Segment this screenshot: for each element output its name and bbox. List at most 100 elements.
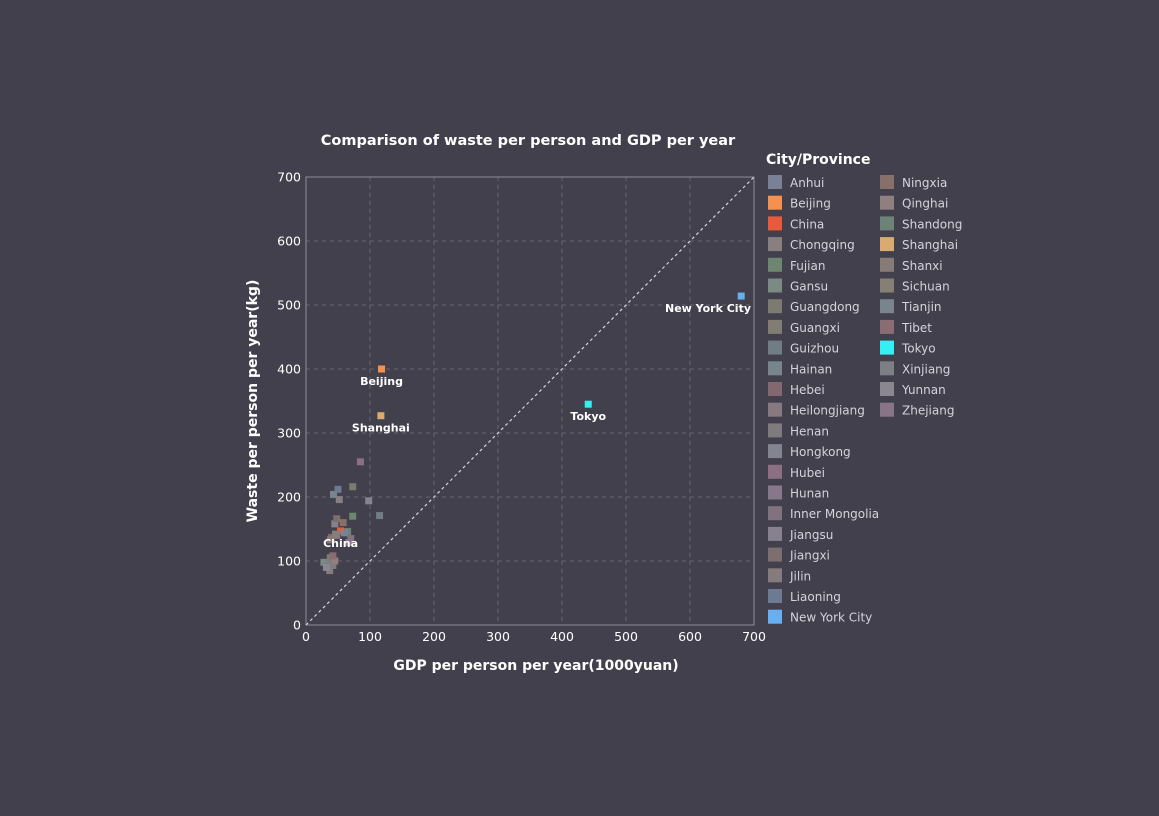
legend-item-hubei: Hubei <box>768 464 825 480</box>
data-point-henan <box>329 561 337 569</box>
data-point-tianjin <box>340 529 348 537</box>
y-tick-label: 100 <box>277 554 301 569</box>
data-point-tokyo <box>584 400 592 408</box>
data-point-new-york-city <box>737 292 745 300</box>
legend-item-hebei: Hebei <box>768 382 825 397</box>
legend-swatch <box>768 589 782 603</box>
legend-swatch <box>768 175 782 189</box>
legend-label: Gansu <box>790 280 828 294</box>
x-tick-label: 700 <box>742 629 766 644</box>
chart-title: Comparison of waste per person and GDP p… <box>321 133 736 149</box>
legend-label: Hubei <box>790 466 825 480</box>
legend-label: Shandong <box>902 217 962 231</box>
legend-label: Fujian <box>790 259 825 273</box>
data-point-ningxia <box>339 519 347 527</box>
legend-swatch <box>880 382 894 396</box>
x-tick-label: 300 <box>486 629 510 644</box>
legend-swatch <box>768 216 782 231</box>
legend-swatch <box>768 257 782 272</box>
legend-label: Hainan <box>790 362 832 376</box>
data-point-liaoning <box>334 485 342 493</box>
y-tick-label: 700 <box>277 170 301 185</box>
x-tick-label: 500 <box>614 629 638 644</box>
y-axis-ticks: 0 100 200 300 400 500 600 700 <box>277 170 301 633</box>
legend-label: New York City <box>790 611 872 625</box>
data-point-shanghai <box>377 412 385 420</box>
data-point-zhejiang <box>345 538 353 546</box>
data-point-hubei <box>356 458 364 466</box>
legend-label: Xinjiang <box>902 362 950 376</box>
legend-item-inner-mongolia: Inner Mongolia <box>768 506 879 521</box>
legend-item-zhejiang: Zhejiang <box>880 402 954 418</box>
point-label-tokyo: Tokyo <box>570 410 606 423</box>
legend-label: Hebei <box>790 383 825 397</box>
data-point-chongqing <box>335 496 343 504</box>
legend-item-xinjiang: Xinjiang <box>880 361 950 376</box>
legend-swatch <box>768 568 782 583</box>
legend-label: Chongqing <box>790 238 855 252</box>
y-tick-label: 400 <box>277 362 301 377</box>
plot-frame <box>305 176 755 626</box>
point-label-shanghai: Shanghai <box>352 422 410 435</box>
legend: Anhui Beijing China Chongqing Fujian Gansu Gua… <box>768 175 962 625</box>
legend-label: Ningxia <box>902 176 947 190</box>
x-tick-label: 0 <box>302 629 310 644</box>
legend-item-jiangsu: Jiangsu <box>768 526 833 542</box>
x-tick-label: 600 <box>678 629 702 644</box>
legend-label: Jiangsu <box>789 528 833 542</box>
legend-label: Shanghai <box>902 238 958 252</box>
legend-swatch <box>768 464 782 479</box>
legend-item-hongkong: Hongkong <box>768 444 851 459</box>
legend-swatch <box>880 340 894 355</box>
point-labels: Beijing China New York City Shanghai Tokyo <box>323 302 751 550</box>
legend-label: Guizhou <box>790 342 839 356</box>
legend-item-new-york-city: New York City <box>768 609 872 625</box>
legend-label: China <box>790 217 824 231</box>
legend-swatch <box>880 175 894 189</box>
legend-label: Jilin <box>789 569 811 583</box>
legend-swatch <box>768 402 782 417</box>
legend-label: Anhui <box>790 176 824 190</box>
legend-swatch <box>768 444 782 459</box>
legend-item-jiangxi: Jiangxi <box>768 547 830 563</box>
x-axis-label: GDP per person per year(1000yuan) <box>393 658 678 674</box>
legend-label: Jiangxi <box>789 549 830 563</box>
legend-item-tokyo: Tokyo <box>880 340 936 356</box>
legend-label: Heilongjiang <box>790 404 865 418</box>
legend-item-fujian: Fujian <box>768 257 825 273</box>
data-point-yunnan <box>322 563 330 571</box>
legend-swatch <box>768 319 782 334</box>
legend-label: Beijing <box>790 197 831 211</box>
legend-swatch <box>768 340 782 355</box>
legend-swatch <box>768 237 782 252</box>
y-tick-label: 200 <box>277 490 301 505</box>
legend-item-heilongjiang: Heilongjiang <box>768 402 865 418</box>
legend-label: Zhejiang <box>902 404 954 418</box>
y-tick-label: 500 <box>277 298 301 313</box>
y-tick-label: 300 <box>277 426 301 441</box>
data-point-gansu <box>320 558 328 566</box>
legend-swatch <box>768 195 782 210</box>
legend-swatch <box>880 319 894 334</box>
data-point-guangdong <box>349 483 357 491</box>
legend-swatch <box>768 485 782 500</box>
legend-item-jilin: Jilin <box>768 568 811 583</box>
data-point-guizhou <box>376 512 384 520</box>
legend-label: Yunnan <box>901 383 946 397</box>
legend-item-liaoning: Liaoning <box>768 589 841 604</box>
reference-line-y-equals-x <box>305 176 755 626</box>
legend-item-henan: Henan <box>768 423 829 438</box>
data-point-fujian <box>349 512 357 520</box>
legend-label: Guangxi <box>790 321 840 335</box>
legend-swatch <box>880 278 894 293</box>
legend-swatch <box>768 278 782 293</box>
legend-swatch <box>880 361 894 376</box>
legend-swatch <box>880 299 894 314</box>
legend-item-ningxia: Ningxia <box>880 175 947 190</box>
y-tick-label: 0 <box>293 618 301 633</box>
legend-label: Henan <box>790 424 829 438</box>
legend-swatch <box>880 402 894 417</box>
legend-item-anhui: Anhui <box>768 175 824 190</box>
legend-label: Qinghai <box>902 197 948 211</box>
